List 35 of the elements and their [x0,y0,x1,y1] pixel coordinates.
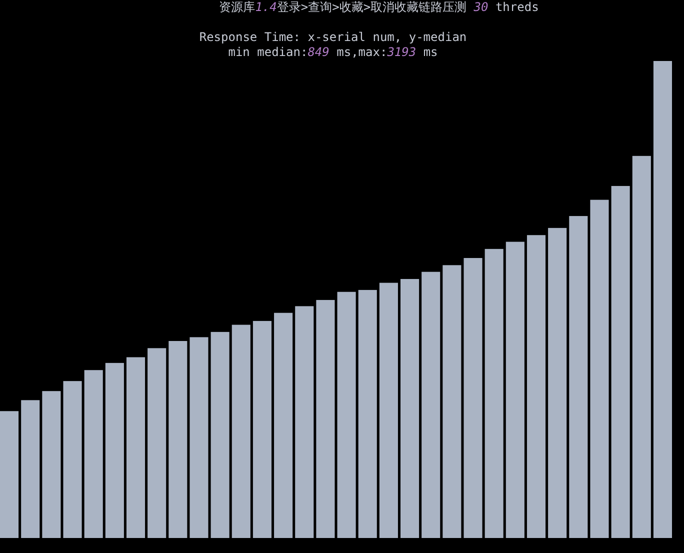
bar [379,282,398,538]
bar [464,258,482,538]
bar [126,357,146,538]
bar [358,290,377,538]
bar [274,312,293,538]
bar [63,381,82,538]
bar [295,306,314,538]
bar [400,278,420,538]
bar [548,228,567,538]
bar [105,362,124,538]
bar [148,348,166,538]
bar [611,186,630,538]
bar [168,341,188,538]
bar [526,235,546,538]
bar [190,337,208,538]
bar [210,332,230,538]
bar [84,370,103,538]
bar [252,320,272,538]
bar [337,292,356,538]
bar [506,242,524,538]
chart-subtitle: Response Time: x-serial num, y-median [199,30,467,44]
chart-title: 资源库1.4登录>查询>收藏>取消收藏链路压测 30 threds [219,0,539,14]
bar [590,200,609,538]
bar [422,272,440,538]
text: min median:849 ms,max:3193 ms [228,45,438,59]
bar [653,61,672,538]
bar [442,265,462,538]
bar [484,248,504,538]
bar [569,216,588,538]
bar [42,391,61,538]
bar [632,156,651,538]
bar [232,324,250,538]
bar [0,411,19,538]
bar [21,400,40,538]
bar [316,300,335,538]
